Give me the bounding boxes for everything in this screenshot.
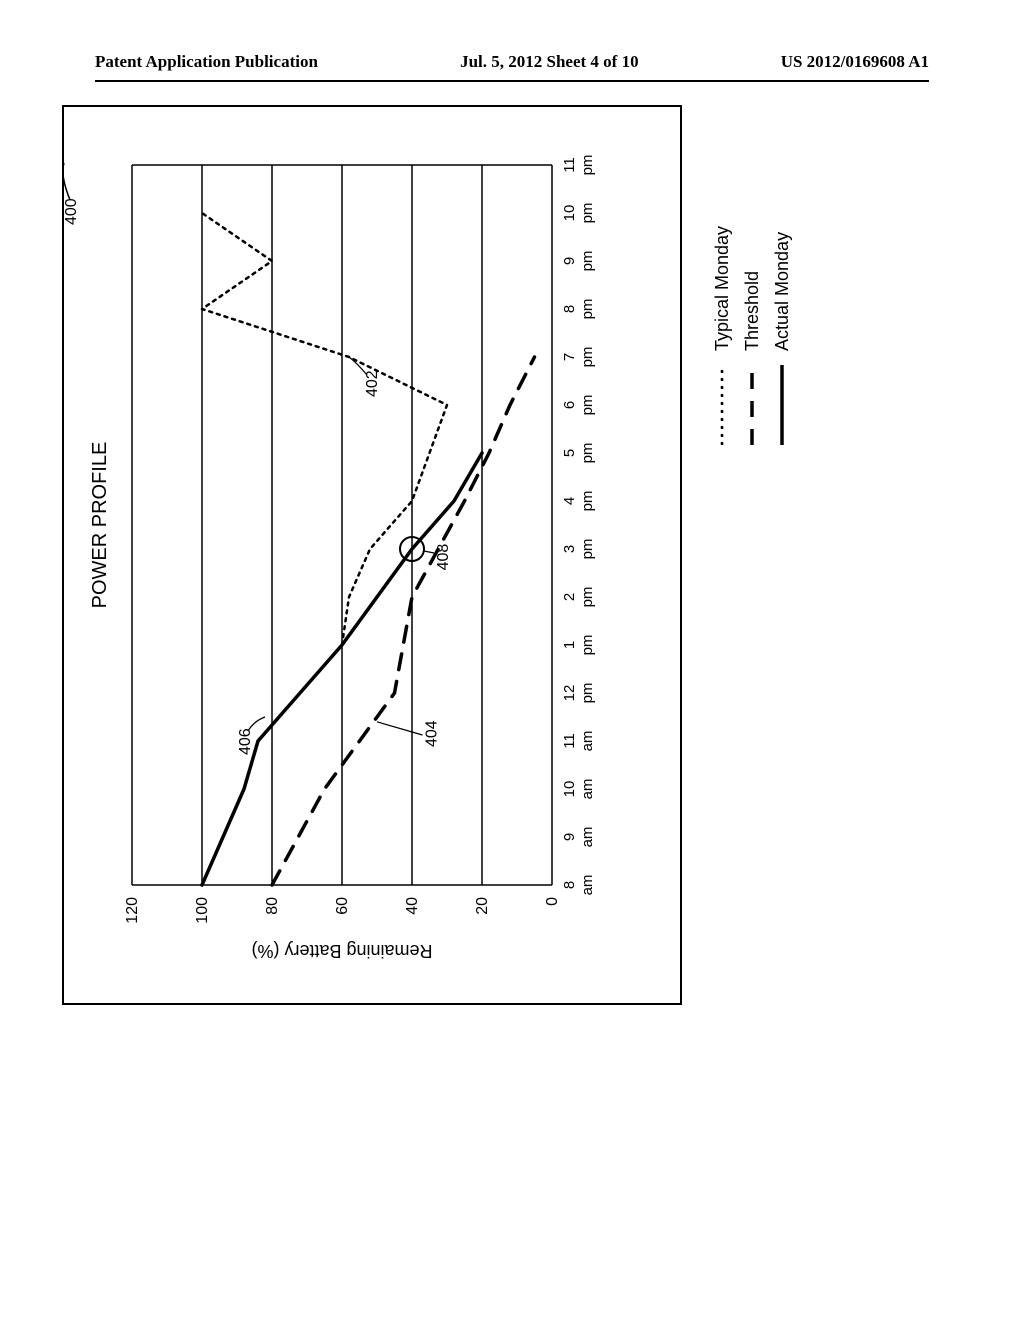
svg-text:am: am [579,779,596,800]
svg-text:2: 2 [561,593,578,601]
svg-text:pm: pm [579,203,596,224]
svg-text:11: 11 [561,157,578,173]
svg-text:8: 8 [561,881,578,889]
svg-text:pm: pm [579,683,596,704]
svg-text:9: 9 [561,833,578,841]
svg-text:6: 6 [561,401,578,409]
svg-text:404: 404 [424,720,441,747]
header-rule [95,80,929,82]
svg-text:Remaining Battery (%): Remaining Battery (%) [251,941,432,961]
svg-text:pm: pm [579,491,596,512]
svg-text:POWER PROFILE: POWER PROFILE [89,442,111,609]
svg-text:408: 408 [435,544,452,571]
svg-text:7: 7 [561,353,578,361]
svg-text:400: 400 [63,198,80,225]
svg-text:0: 0 [544,897,561,906]
svg-text:Threshold: Threshold [742,271,762,351]
svg-text:60: 60 [334,897,351,915]
page-header: Patent Application Publication Jul. 5, 2… [0,52,1024,72]
svg-text:10: 10 [561,205,578,222]
svg-text:pm: pm [579,299,596,320]
svg-text:8: 8 [561,305,578,313]
svg-text:80: 80 [264,897,281,915]
svg-text:pm: pm [579,443,596,464]
header-center: Jul. 5, 2012 Sheet 4 of 10 [460,52,639,72]
svg-text:pm: pm [579,347,596,368]
svg-text:pm: pm [579,251,596,272]
svg-text:am: am [579,827,596,848]
svg-text:Typical Monday: Typical Monday [712,226,732,351]
power-profile-chart: POWER PROFILE4000204060801001208am9am10a… [62,105,822,1005]
svg-text:5: 5 [561,449,578,457]
svg-text:3: 3 [561,545,578,553]
svg-text:11: 11 [561,733,578,749]
svg-text:am: am [579,731,596,752]
svg-text:406: 406 [237,728,254,755]
svg-text:Actual Monday: Actual Monday [772,232,792,351]
svg-text:40: 40 [404,897,421,915]
svg-text:9: 9 [561,257,578,265]
svg-text:pm: pm [579,155,596,176]
svg-text:pm: pm [579,587,596,608]
header-left: Patent Application Publication [95,52,318,72]
svg-text:am: am [579,875,596,896]
svg-text:120: 120 [124,897,141,924]
svg-text:pm: pm [579,395,596,416]
svg-text:10: 10 [561,781,578,798]
svg-text:pm: pm [579,635,596,656]
svg-text:1: 1 [561,641,578,649]
svg-text:100: 100 [194,897,211,924]
svg-text:pm: pm [579,539,596,560]
svg-text:4: 4 [561,497,578,505]
svg-text:12: 12 [561,685,578,702]
svg-text:20: 20 [474,897,491,915]
figure-area: POWER PROFILE4000204060801001208am9am10a… [62,245,962,1005]
header-right: US 2012/0169608 A1 [781,52,929,72]
